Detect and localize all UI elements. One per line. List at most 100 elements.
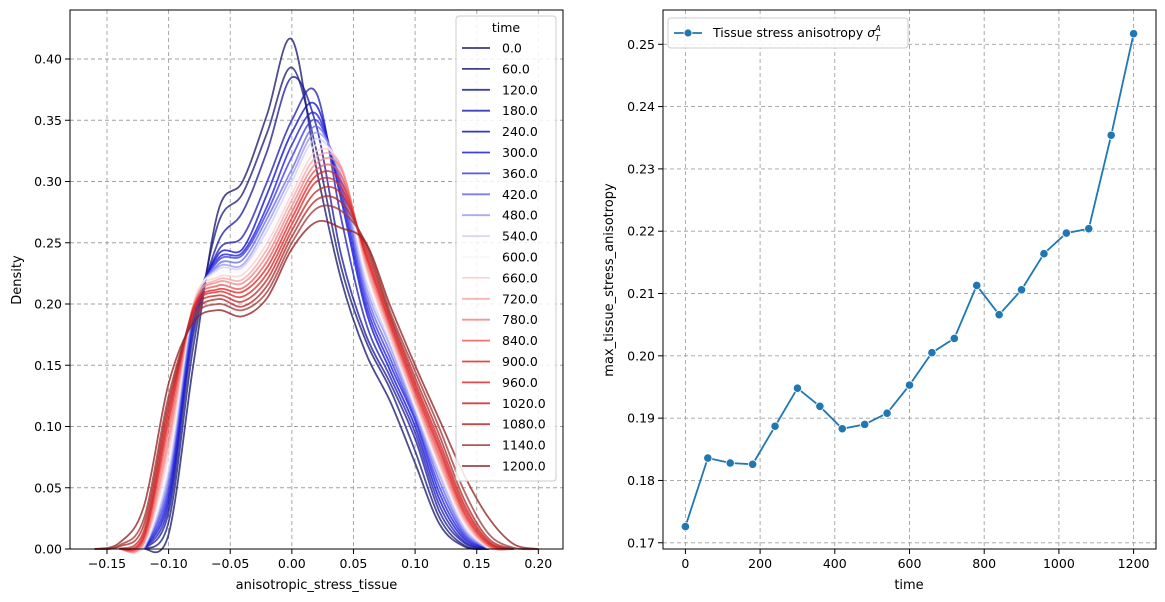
kde-curve-780.0 [119, 156, 514, 553]
kde-curve-1080.0 [94, 195, 515, 551]
left-x-tick-label: 0.10 [401, 556, 429, 571]
right-x-tick-label: 600 [898, 556, 922, 571]
left-x-tick-label: −0.10 [149, 556, 187, 571]
anisotropy-point [882, 408, 892, 418]
left-y-tick-label: 0.05 [34, 480, 62, 495]
anisotropy-legend-label: Tissue stress anisotropy σA T [712, 24, 881, 43]
right-y-tick-label: 0.22 [627, 224, 655, 239]
anisotropy-point [725, 458, 735, 468]
anisotropy-series [680, 29, 1139, 532]
kde-chart: −0.15 −0.10 −0.05 0.00 0.05 0.10 0.15 0.20 0.00 0… [10, 9, 564, 593]
anisotropy-point [815, 401, 825, 411]
right-x-tick-label: 400 [823, 556, 847, 571]
kde-legend-label: 1080.0 [502, 417, 546, 432]
right-y-tick-label: 0.17 [627, 535, 655, 550]
left-x-tick-label: 0.00 [278, 556, 306, 571]
right-x-tick-label: 1000 [1043, 556, 1075, 571]
anisotropy-point [927, 348, 937, 358]
left-y-tick-label: 0.20 [34, 297, 62, 312]
left-x-tick-label: −0.05 [211, 556, 249, 571]
right-y-tick-label: 0.25 [627, 37, 655, 52]
anisotropy-point [972, 280, 982, 291]
kde-legend-label: 120.0 [502, 82, 538, 97]
left-x-tick-label: −0.15 [88, 556, 126, 571]
left-x-axis-label: anisotropic_stress_tissue [236, 578, 398, 593]
anisotropy-legend-marker [683, 28, 693, 38]
kde-legend: time 0.0 60.0 120.0 180.0 240.0 300.0 360.0 420… [455, 15, 557, 482]
kde-curve-1140.0 [94, 204, 539, 551]
kde-curve-840.0 [118, 163, 514, 552]
kde-curves [94, 37, 539, 554]
kde-legend-title: time [492, 20, 521, 35]
anisotropy-point [1084, 224, 1094, 234]
kde-legend-label: 240.0 [502, 124, 538, 139]
kde-curve-600.0 [119, 143, 490, 554]
left-y-tick-label: 0.15 [34, 358, 62, 373]
right-x-tick-label: 200 [748, 556, 772, 571]
anisotropy-point [792, 383, 803, 393]
anisotropy-legend-symbol: σ [867, 25, 876, 40]
kde-legend-label: 360.0 [502, 166, 538, 181]
anisotropy-point [680, 521, 691, 532]
anisotropy-legend-sub: T [875, 34, 881, 43]
anisotropy-point [994, 310, 1004, 320]
kde-legend-label: 480.0 [502, 208, 538, 223]
kde-legend-label: 540.0 [502, 229, 538, 244]
kde-legend-label: 780.0 [502, 312, 538, 327]
kde-legend-label: 0.0 [502, 41, 522, 56]
kde-legend-label: 420.0 [502, 187, 538, 202]
kde-legend-label: 960.0 [502, 375, 538, 390]
anisotropy-point [949, 333, 959, 343]
anisotropy-legend: Tissue stress anisotropy σA T [667, 17, 909, 49]
anisotropy-point [1061, 228, 1071, 238]
kde-curve-180.0 [143, 87, 490, 550]
left-y-axis-label: Density [10, 255, 25, 305]
right-y-axis-label: max_tissue_stress_anisotropy [602, 183, 617, 377]
anisotropy-point [837, 424, 847, 434]
kde-legend-label: 1140.0 [502, 438, 546, 453]
anisotropy-point [1016, 285, 1027, 295]
right-x-axis-label: time [894, 578, 923, 593]
anisotropy-legend-box [667, 17, 909, 49]
left-x-tick-label: 0.20 [524, 556, 552, 571]
kde-legend-label: 840.0 [502, 333, 538, 348]
kde-legend-label: 1020.0 [502, 396, 546, 411]
kde-curve-60.0 [143, 66, 490, 550]
left-y-tick-label: 0.35 [34, 113, 62, 128]
kde-legend-label: 720.0 [502, 291, 538, 306]
right-y-tick-label: 0.20 [627, 348, 655, 363]
left-x-tick-label: 0.05 [340, 556, 368, 571]
right-x-tick-label: 0 [681, 556, 689, 571]
left-y-tick-label: 0.30 [34, 174, 62, 189]
kde-legend-label: 60.0 [502, 61, 530, 76]
kde-legend-label: 660.0 [502, 270, 538, 285]
right-ticks: 0 200 400 600 800 1000 1200 0.17 0.18 0.19 0.20 0.2… [627, 37, 1149, 571]
kde-curve-120.0 [143, 76, 490, 550]
anisotropy-point [1106, 130, 1116, 140]
anisotropy-point [904, 380, 915, 390]
left-y-tick-label: 0.10 [34, 419, 62, 434]
anisotropy-legend-text: Tissue stress anisotropy [712, 25, 867, 40]
anisotropy-point [748, 459, 758, 469]
right-grid [663, 10, 1156, 549]
kde-legend-label: 900.0 [502, 354, 538, 369]
anisotropy-point [1128, 29, 1139, 39]
right-y-tick-label: 0.19 [627, 411, 655, 426]
left-y-tick-label: 0.00 [34, 542, 62, 557]
kde-legend-items: 0.0 60.0 120.0 180.0 240.0 300.0 360.0 420.0 480… [462, 41, 546, 474]
anisotropy-legend-sup: A [874, 24, 880, 33]
anisotropy-point [860, 419, 870, 429]
left-ticks: −0.15 −0.10 −0.05 0.00 0.05 0.10 0.15 0.20 0.00 0… [34, 52, 552, 572]
kde-legend-label: 180.0 [502, 103, 538, 118]
right-x-tick-label: 1200 [1118, 556, 1150, 571]
left-axes-frame [69, 9, 564, 550]
anisotropy-point [1039, 249, 1049, 259]
right-x-tick-label: 800 [972, 556, 996, 571]
kde-legend-label: 600.0 [502, 250, 538, 265]
right-y-tick-label: 0.18 [627, 473, 655, 488]
left-y-tick-label: 0.40 [34, 52, 62, 67]
right-y-tick-label: 0.21 [627, 286, 655, 301]
kde-legend-label: 300.0 [502, 145, 538, 160]
anisotropy-point [703, 453, 713, 463]
